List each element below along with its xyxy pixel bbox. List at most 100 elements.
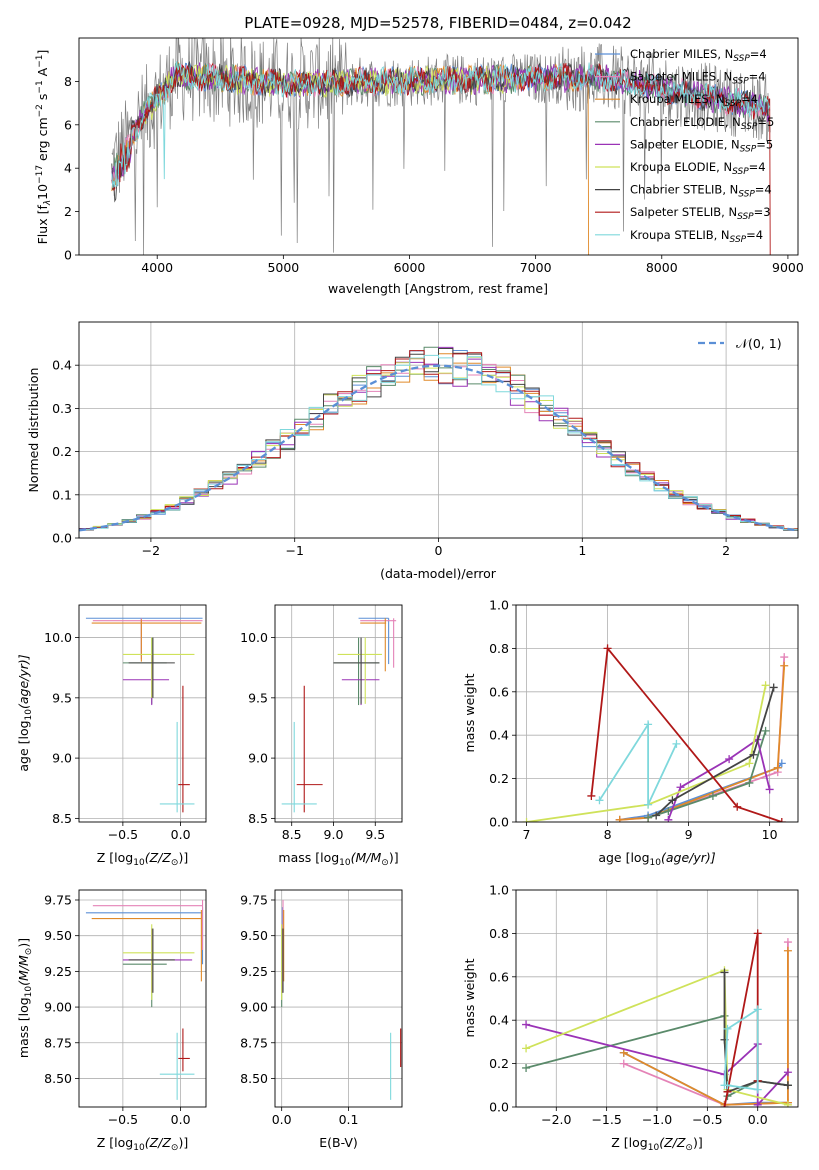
x-tick-label: −2 xyxy=(142,543,160,558)
y-tick-label: 6 xyxy=(64,117,72,132)
x-axis-label: Z [log10(Z/Z⊙)] xyxy=(97,850,188,868)
mass-weight-line xyxy=(598,721,678,805)
label-part: )] xyxy=(16,938,31,948)
label-part: SSP xyxy=(738,190,755,200)
label-part: Flux [f xyxy=(35,205,50,245)
y-tick-label: 0.0 xyxy=(489,815,509,830)
label-part: −17 xyxy=(35,165,45,184)
y-tick-label: 8.50 xyxy=(240,1071,268,1086)
data-point-marker xyxy=(644,813,653,822)
label-part: −1 xyxy=(35,80,45,93)
mass-weight-line xyxy=(647,730,767,819)
y-tick-label: 0.6 xyxy=(489,684,509,699)
y-axis-label: Normed distribution xyxy=(26,368,41,493)
massweight_vs_Z-axes: −2.0 −1.5 −1.0 −0.5 0.0 0.0 0.2 0.4 0.6 0.8 1.0 Z [… xyxy=(462,883,799,1153)
label-part: 10 xyxy=(24,709,34,721)
x-axis-label: Z [log10(Z/Z⊙)] xyxy=(611,1135,702,1153)
plot-area xyxy=(79,346,798,538)
y-tick-label: 0.1 xyxy=(52,487,72,502)
label-part: )] xyxy=(389,850,399,865)
plot-area xyxy=(522,644,789,822)
label-part: age [log xyxy=(16,720,31,771)
x-tick-label: −0.5 xyxy=(108,827,138,842)
label-part: ⊙ xyxy=(685,1143,693,1153)
data-point-marker xyxy=(753,1085,762,1094)
label-part: Salpeter MILES, N xyxy=(630,70,732,84)
label-part: mass [log xyxy=(278,850,339,865)
data-point-marker xyxy=(753,1100,762,1107)
legend-entry: Chabrier ELODIE, NSSP=5 xyxy=(630,115,774,132)
y-tick-label: 0.4 xyxy=(489,728,509,743)
data-point-marker xyxy=(753,1005,762,1014)
y-tick-label: 8.75 xyxy=(44,1035,72,1050)
x-tick-label: −1.0 xyxy=(642,1112,672,1127)
label-part: ⊙ xyxy=(381,858,389,868)
data-point-marker xyxy=(615,815,624,822)
y-tick-label: 0 xyxy=(64,248,72,263)
y-tick-label: 0.4 xyxy=(52,358,72,373)
y-tick-label: 1.0 xyxy=(489,883,509,898)
y-tick-label: 9.75 xyxy=(44,892,72,907)
label-part: SSP xyxy=(737,212,754,222)
data-point-marker xyxy=(720,968,729,977)
x-axis-label: Z [log10(Z/Z⊙)] xyxy=(97,1135,188,1153)
axes-frame xyxy=(78,604,207,823)
spectrum-data-line xyxy=(111,38,771,255)
label-part: (M/M xyxy=(351,850,382,865)
label-part: SSP xyxy=(733,54,750,64)
x-tick-label: 8 xyxy=(604,827,612,842)
label-part: Z [log xyxy=(97,1135,133,1150)
y-tick-label: 0.6 xyxy=(489,969,509,984)
x-axis-label: E(B-V) xyxy=(319,1135,358,1150)
y-tick-label: 0.2 xyxy=(52,444,72,459)
data-point-marker xyxy=(619,1059,628,1068)
label-part: λ xyxy=(43,200,53,206)
y-tick-label: 4 xyxy=(64,161,72,176)
x-tick-label: 2 xyxy=(722,543,730,558)
y-tick-label: 9.5 xyxy=(52,690,72,705)
legend-entry: Salpeter ELODIE, NSSP=5 xyxy=(630,137,773,154)
axes-frame xyxy=(274,889,403,1108)
data-point-marker xyxy=(745,778,754,787)
data-point-marker xyxy=(780,661,789,670)
axes-frame xyxy=(274,604,403,823)
gaussian-curve xyxy=(79,364,798,532)
label-part: mass [log xyxy=(16,997,31,1058)
data-point-marker xyxy=(723,1081,732,1090)
axes-frame xyxy=(78,889,207,1108)
label-part: age [log xyxy=(598,850,649,865)
label-part: =4 xyxy=(746,228,763,242)
axes-layer: 4000 5000 6000 7000 8000 9000 0 2 4 6 8 Chabrier MI… xyxy=(16,37,804,1153)
mass-weight-line xyxy=(623,942,789,1106)
label-part: =5 xyxy=(757,115,774,129)
data-point-marker xyxy=(773,763,782,772)
label-part: erg cm xyxy=(35,117,50,165)
label-part: Kroupa MILES, N xyxy=(630,92,725,106)
label-part: )] xyxy=(178,850,188,865)
x-tick-label: 0.0 xyxy=(272,1112,292,1127)
figure-title: PLATE=0928, MJD=52578, FIBERID=0484, z=0… xyxy=(244,14,631,32)
mass-weight-line xyxy=(623,950,789,1106)
plot-area xyxy=(85,899,204,1100)
data-point-marker xyxy=(761,726,770,735)
data-point-marker xyxy=(672,739,681,748)
y-tick-label: 0.8 xyxy=(489,926,509,941)
plot-area xyxy=(85,617,203,813)
y-tick-label: 9.0 xyxy=(248,751,268,766)
data-point-marker xyxy=(664,815,673,822)
axes-frame xyxy=(515,889,799,1108)
y-axis-label: Flux [fλ10−17 erg cm−2 s−1 A−1] xyxy=(35,50,53,245)
label-part: 10 xyxy=(133,1143,145,1153)
y-tick-label: 10.0 xyxy=(240,630,268,645)
y-tick-label: 0.2 xyxy=(489,771,509,786)
label-part: =5 xyxy=(756,137,773,151)
y-tick-label: 9.25 xyxy=(44,964,72,979)
x-axis-label: (data-model)/error xyxy=(380,566,497,581)
data-point-marker xyxy=(733,802,742,811)
y-tick-label: 9.0 xyxy=(52,751,72,766)
age_vs_Z-axes: −0.5 0.08.59.09.510.0Z [log10(Z/Z⊙)]age [… xyxy=(16,604,207,868)
label-part: A xyxy=(35,67,50,80)
label-part: (age/yr)] xyxy=(661,850,716,865)
y-axis-label: age [log10(age/yr)] xyxy=(16,654,34,771)
